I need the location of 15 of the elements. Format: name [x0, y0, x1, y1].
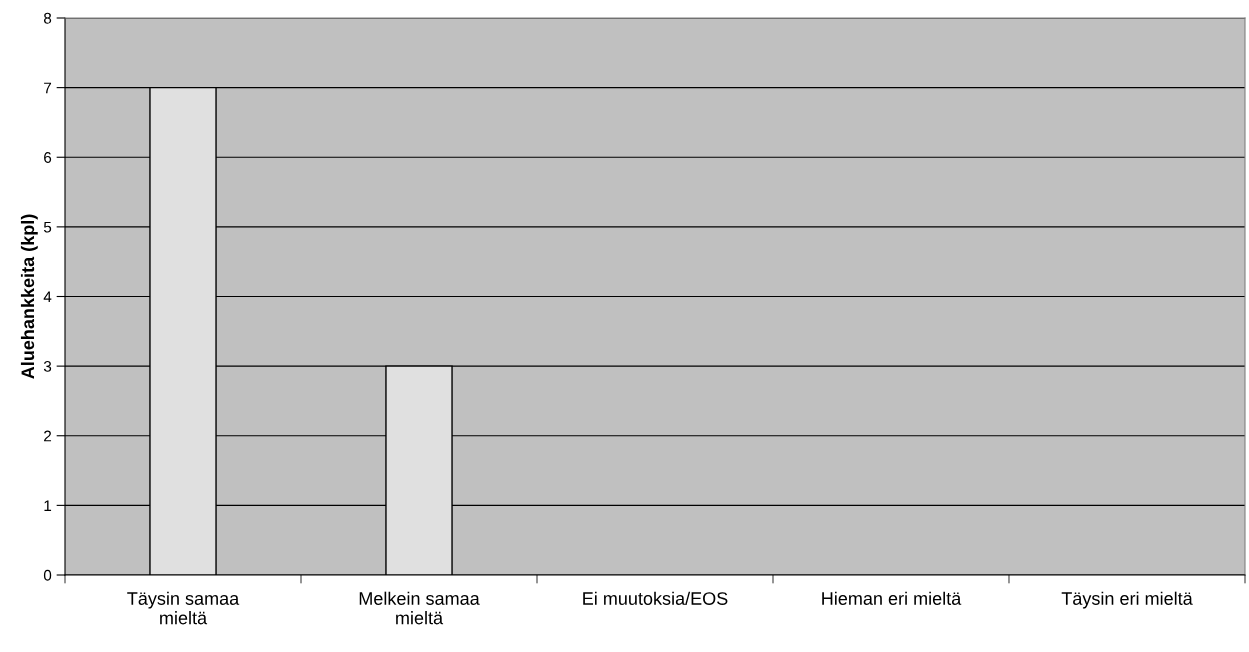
y-tick-label: 6 [44, 152, 52, 163]
x-tick-label: Täysin samaa mieltä [127, 591, 240, 625]
y-tick-label: 0 [43, 569, 52, 581]
y-tick-label: 5 [43, 221, 52, 233]
x-tick-label: Melkein samaa mieltä [359, 591, 480, 625]
y-tick-label: 1 [44, 500, 52, 511]
x-tick-label: Ei muutoksia/EOS [583, 591, 728, 605]
y-tick-label: 2 [44, 430, 52, 442]
y-tick-label: 3 [43, 360, 52, 372]
y-tick-label: 7 [44, 82, 52, 94]
x-tick-label: Hieman eri mieltä [822, 591, 962, 605]
y-tick-label: 8 [43, 12, 52, 24]
y-axis-title: Aluehankkeita (kpl) [20, 214, 38, 379]
x-tick-label: Täysin eri mieltä [1061, 591, 1193, 609]
y-tick-label: 4 [43, 291, 52, 303]
